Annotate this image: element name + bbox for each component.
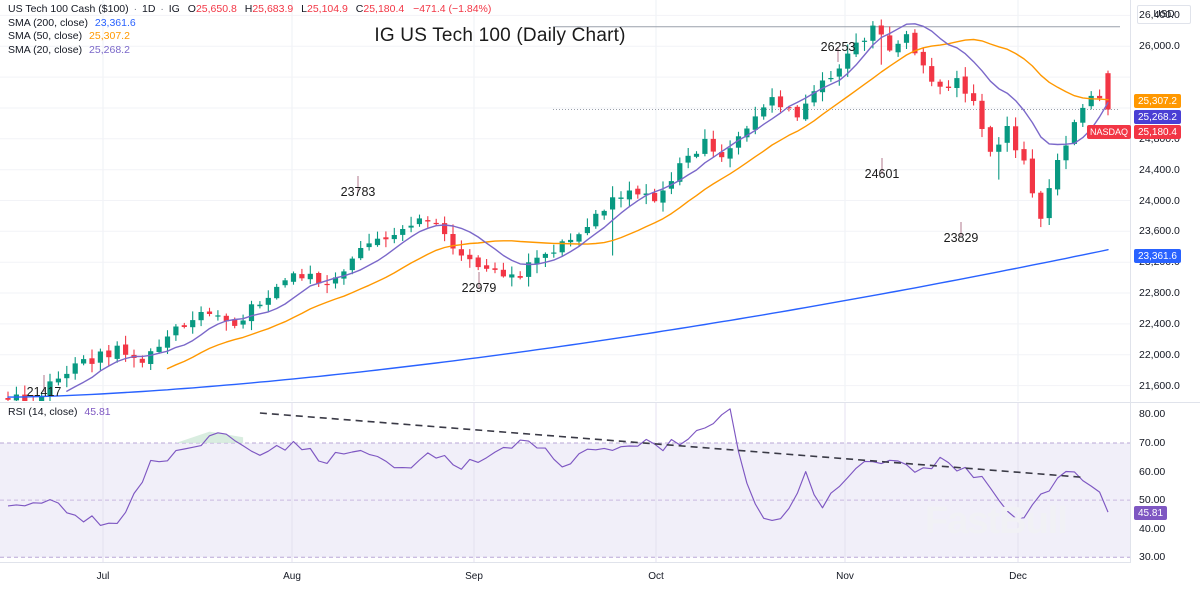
high-label: H (244, 3, 253, 15)
sma50-value: 25,307.2 (89, 30, 130, 42)
sma20-value: 25,268.2 (89, 43, 130, 56)
sma50-label: SMA (50, close) (8, 30, 83, 42)
price-tick: 23,600.0 (1139, 225, 1180, 238)
sma200-label: SMA (200, close) (8, 16, 88, 29)
sma50-legend-row[interactable]: SMA (50, close) 25,307.2 (8, 30, 491, 44)
annotation-26253: 26253 (820, 40, 856, 54)
rsi-legend: RSI (14, close) 45.81 (8, 406, 111, 420)
rsi-label: RSI (14, close) (8, 406, 78, 418)
low-label: L (301, 3, 307, 15)
sma50-price-tag: 25,307.2 (1134, 94, 1181, 108)
change-value: −471.4 (−1.84%) (413, 3, 492, 15)
chart-legend: US Tech 100 Cash ($100) · 1D · IG O25,65… (8, 3, 491, 57)
price-tick: 22,400.0 (1139, 317, 1180, 330)
price-tick: 21,600.0 (1139, 379, 1180, 392)
symbol-name[interactable]: US Tech 100 Cash ($100) (8, 3, 129, 15)
price-tick: 22,000.0 (1139, 348, 1180, 361)
rsi-pane[interactable] (0, 402, 1130, 563)
low-value: 25,104.9 (306, 3, 348, 15)
annotation-23783: 23783 (340, 185, 376, 199)
price-tick: 26,000.0 (1139, 40, 1180, 53)
price-tick: 22,800.0 (1139, 287, 1180, 300)
interval-label[interactable]: 1D (141, 3, 156, 15)
rsi-chart-svg[interactable] (0, 403, 1130, 563)
sma200-legend-row[interactable]: SMA (200, close) 23,361.6 (8, 17, 491, 31)
currency-badge[interactable]: USD (1137, 5, 1191, 24)
source-flag: NASDAQ (1087, 125, 1132, 139)
sma20-price-tag: 25,268.2 (1134, 110, 1181, 124)
sma200-value: 23,361.6 (94, 16, 136, 29)
watermark: FastBull (925, 500, 1068, 542)
close-value: 25,180.4 (363, 3, 405, 15)
high-value: 25,683.9 (252, 3, 294, 15)
data-source-label[interactable]: IG (168, 3, 180, 15)
open-label: O (187, 3, 196, 15)
symbol-ohlc-row[interactable]: US Tech 100 Cash ($100) · 1D · IG O25,65… (8, 3, 491, 17)
sma200-price-tag: 23,361.6 (1134, 249, 1181, 263)
time-tick-oct: Oct (648, 571, 664, 582)
annotation-22979: 22979 (461, 281, 497, 295)
close-label: C (355, 3, 364, 15)
rsi-tick: 50.00 (1139, 494, 1166, 507)
rsi-tick: 70.00 (1139, 437, 1166, 449)
price-pane[interactable] (0, 0, 1130, 401)
rsi-tick: 40.00 (1139, 522, 1166, 535)
time-tick-dec: Dec (1009, 571, 1027, 582)
price-chart-svg[interactable] (0, 0, 1130, 401)
time-axis[interactable]: Jul Aug Sep Oct Nov Dec (0, 562, 1130, 592)
time-tick-jul: Jul (96, 571, 110, 582)
rsi-tick: 60.00 (1139, 465, 1166, 478)
price-tick: 24,000.0 (1139, 194, 1180, 207)
sma20-label: SMA (20, close) (8, 43, 83, 56)
legend-separator-1: · (133, 3, 138, 15)
rsi-tick: 30.00 (1139, 551, 1166, 564)
annotation-23829: 23829 (943, 231, 979, 245)
legend-separator-2: · (160, 3, 164, 15)
rsi-legend-row[interactable]: RSI (14, close) 45.81 (8, 406, 111, 420)
annotation-21417: 21417 (26, 385, 62, 399)
rsi-tick: 80.00 (1139, 408, 1166, 421)
rsi-value-tag: 45.81 (1134, 506, 1168, 520)
time-tick-sep: Sep (465, 571, 483, 582)
axis-divider (1130, 402, 1200, 403)
price-tick: 26,400.0 (1139, 9, 1180, 22)
open-value: 25,650.8 (195, 3, 237, 15)
time-tick-aug: Aug (283, 571, 301, 582)
last-price-tag: 25,180.4 (1134, 125, 1181, 139)
annotation-24601: 24601 (864, 167, 900, 181)
page-title: IG US Tech 100 (Daily Chart) (374, 25, 626, 46)
price-tick: 24,400.0 (1139, 163, 1180, 176)
rsi-value: 45.81 (84, 406, 111, 418)
sma20-legend-row[interactable]: SMA (20, close) 25,268.2 (8, 44, 491, 58)
time-tick-nov: Nov (836, 571, 854, 582)
rsi-axis[interactable]: 80.00 70.00 60.00 50.00 40.00 30.00 45.81 (1130, 402, 1200, 563)
